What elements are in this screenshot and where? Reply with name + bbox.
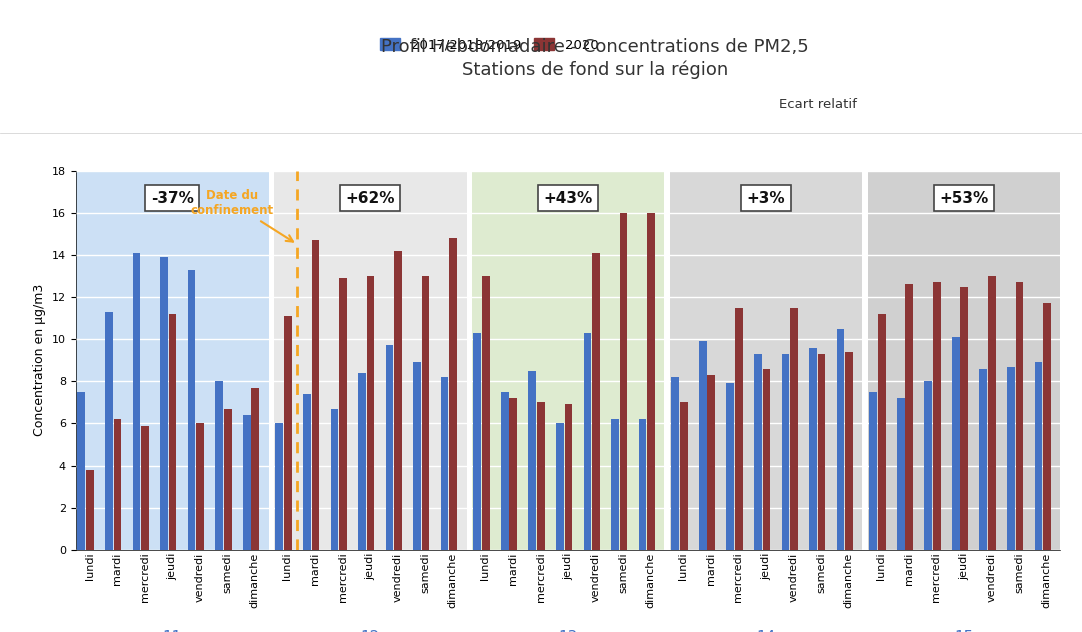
Bar <box>1043 303 1051 550</box>
Bar <box>501 392 509 550</box>
Bar <box>510 398 517 550</box>
Y-axis label: Concentration en µg/m3: Concentration en µg/m3 <box>34 284 47 436</box>
Bar <box>961 286 968 550</box>
Bar <box>671 377 679 550</box>
Bar <box>78 392 85 550</box>
Bar <box>133 253 141 550</box>
Text: +53%: +53% <box>939 190 989 205</box>
Bar <box>790 308 797 550</box>
Bar <box>251 387 259 550</box>
Bar <box>836 329 844 550</box>
Bar <box>242 415 251 550</box>
Bar <box>670 171 862 550</box>
Bar <box>809 348 817 550</box>
Text: +3%: +3% <box>747 190 786 205</box>
Bar <box>565 404 572 550</box>
Bar <box>818 354 826 550</box>
Bar <box>708 375 715 550</box>
Bar <box>869 392 878 550</box>
Text: +62%: +62% <box>345 190 395 205</box>
Bar <box>1007 367 1015 550</box>
Text: 13: 13 <box>558 630 578 632</box>
Bar <box>422 276 430 550</box>
Text: 11: 11 <box>162 630 182 632</box>
Bar <box>1034 362 1042 550</box>
Bar <box>735 308 742 550</box>
Bar <box>215 381 223 550</box>
Bar <box>87 470 94 550</box>
Text: -37%: -37% <box>150 190 194 205</box>
Text: 12: 12 <box>360 630 380 632</box>
Bar <box>754 354 762 550</box>
Bar <box>303 394 311 550</box>
Bar <box>763 368 770 550</box>
Bar <box>274 171 466 550</box>
Bar <box>224 409 232 550</box>
Bar <box>878 314 885 550</box>
Bar <box>924 381 932 550</box>
Bar <box>868 171 1060 550</box>
Legend: 2017/2018/2019, 2020: 2017/2018/2019, 2020 <box>375 33 604 57</box>
Bar <box>611 419 619 550</box>
Bar <box>385 346 394 550</box>
Bar <box>1016 283 1024 550</box>
Bar <box>699 341 707 550</box>
Bar <box>283 316 292 550</box>
Bar <box>781 354 789 550</box>
Bar <box>141 425 149 550</box>
Bar <box>556 423 564 550</box>
Text: Profil Hebdomadaire - Concentrations de PM2,5: Profil Hebdomadaire - Concentrations de … <box>381 38 809 56</box>
Bar <box>449 238 457 550</box>
Bar <box>528 371 537 550</box>
Bar <box>196 423 204 550</box>
Bar <box>330 409 339 550</box>
Text: Date du
confinement: Date du confinement <box>190 189 293 241</box>
Bar <box>358 373 366 550</box>
Bar <box>105 312 113 550</box>
Bar <box>933 283 940 550</box>
Text: 15: 15 <box>954 630 974 632</box>
Bar <box>638 419 646 550</box>
Bar <box>897 398 905 550</box>
Bar <box>906 284 913 550</box>
Bar <box>413 362 421 550</box>
Bar <box>726 384 735 550</box>
Bar <box>160 257 168 550</box>
Bar <box>367 276 374 550</box>
Text: +43%: +43% <box>543 190 593 205</box>
Text: 14: 14 <box>756 630 776 632</box>
Bar <box>473 333 481 550</box>
Bar <box>472 171 664 550</box>
Bar <box>647 213 655 550</box>
Bar <box>394 251 401 550</box>
Bar <box>481 276 490 550</box>
Bar <box>845 352 853 550</box>
Bar <box>979 368 987 550</box>
Bar <box>76 171 268 550</box>
Bar <box>583 333 592 550</box>
Bar <box>620 213 628 550</box>
Bar <box>952 337 960 550</box>
Text: Ecart relatif: Ecart relatif <box>779 98 857 111</box>
Bar <box>312 240 319 550</box>
Text: Stations de fond sur la région: Stations de fond sur la région <box>462 60 728 78</box>
Bar <box>679 403 688 550</box>
Bar <box>339 278 347 550</box>
Bar <box>187 270 196 550</box>
Bar <box>592 253 599 550</box>
Bar <box>276 423 283 550</box>
Bar <box>440 377 448 550</box>
Bar <box>988 276 995 550</box>
Bar <box>169 314 176 550</box>
Bar <box>537 403 544 550</box>
Bar <box>114 419 121 550</box>
